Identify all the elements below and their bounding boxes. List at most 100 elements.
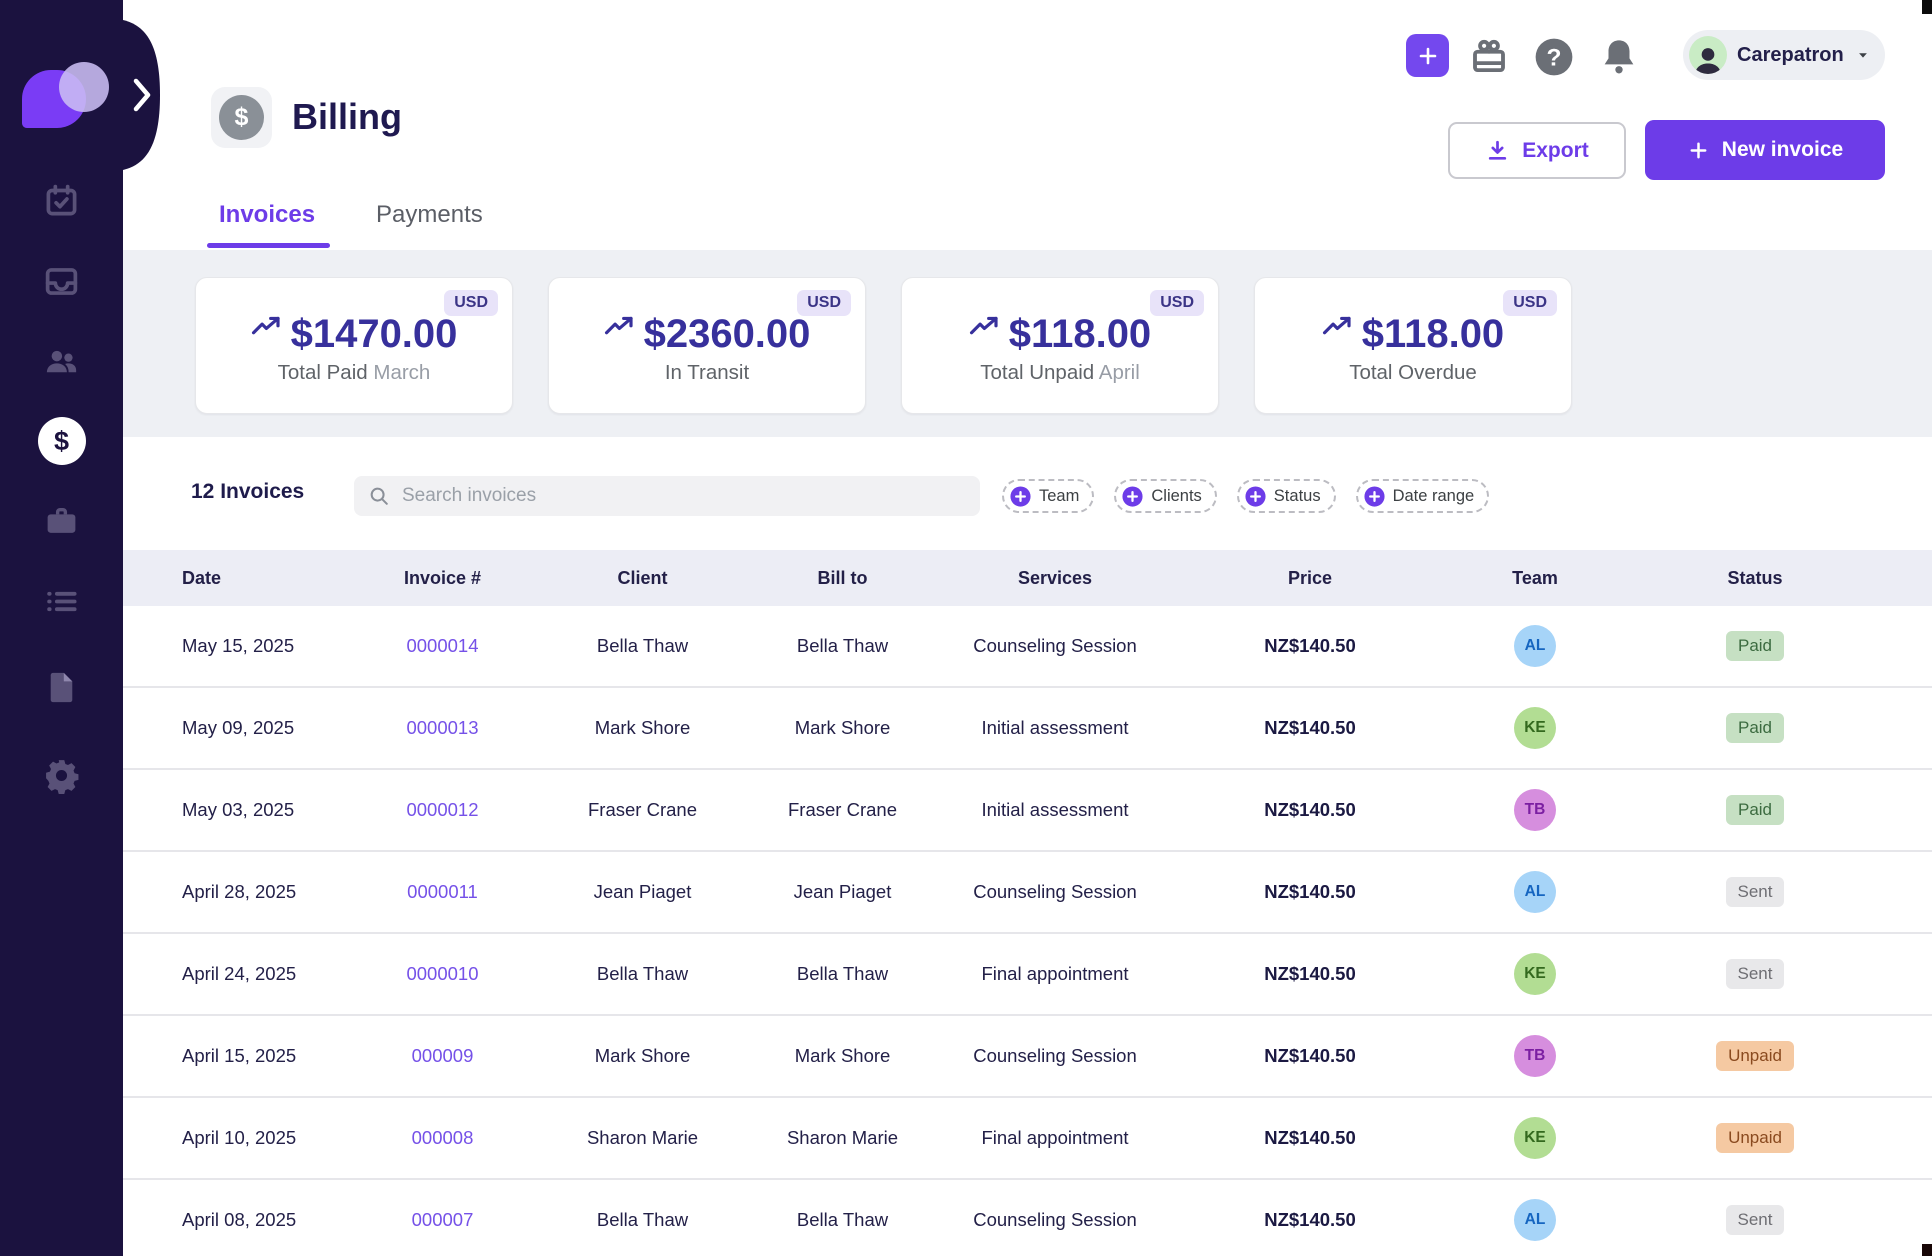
summary-card-3: USD $118.00 Total Unpaid April [901, 277, 1219, 414]
date-cell: April 15, 2025 [182, 1045, 297, 1066]
chevron-down-icon [1855, 47, 1871, 63]
invoice-number-link[interactable]: 000007 [411, 1209, 474, 1230]
sidebar-item-calendar[interactable] [0, 182, 123, 219]
client-cell: Mark Shore [594, 1045, 691, 1066]
sidebar-item-inbox[interactable] [0, 263, 123, 300]
plus-icon [1687, 139, 1710, 162]
bill-to-cell: Jean Piaget [793, 881, 892, 902]
sidebar-item-lists[interactable] [0, 583, 123, 620]
trend-up-icon [1322, 315, 1354, 337]
date-cell: May 03, 2025 [182, 799, 295, 820]
date-cell: April 10, 2025 [182, 1127, 297, 1148]
filter-chip-label: Clients [1151, 486, 1202, 505]
list-icon [43, 583, 80, 620]
bill-to-cell: Bella Thaw [796, 635, 889, 656]
bill-to-cell: Sharon Marie [786, 1127, 899, 1148]
sidebar-item-services[interactable] [0, 502, 123, 539]
column-header-date: Date [182, 567, 222, 588]
status-badge: Unpaid [1716, 1123, 1794, 1153]
quick-add-button[interactable] [1406, 34, 1449, 77]
team-avatar: KE [1514, 953, 1556, 995]
page-title: Billing [292, 96, 402, 137]
tab-invoices[interactable]: Invoices [219, 201, 316, 228]
summary-card-2: USD $2360.00 In Transit [548, 277, 866, 414]
search-input[interactable] [400, 484, 966, 508]
status-badge: Paid [1725, 631, 1785, 661]
date-cell: April 28, 2025 [182, 881, 297, 902]
card-amount: $1470.00 [290, 312, 458, 356]
filter-chip-label: Team [1039, 486, 1080, 505]
chevron-right-icon [133, 78, 151, 112]
card-amount: $118.00 [1361, 312, 1505, 356]
account-menu[interactable]: Carepatron [1683, 30, 1885, 80]
filter-chip-clients[interactable]: Clients [1114, 479, 1217, 513]
search-icon [368, 485, 390, 507]
invoice-number-link[interactable]: 0000012 [406, 799, 479, 820]
gear-icon [43, 757, 80, 794]
invoice-row[interactable]: April 28, 2025 0000011 Jean Piaget Jean Pia… [123, 852, 1932, 934]
price-cell: NZ$140.50 [1264, 1209, 1356, 1230]
filter-chip-status[interactable]: Status [1236, 479, 1336, 513]
bill-to-cell: Bella Thaw [796, 1209, 889, 1230]
invoice-number-link[interactable]: 000008 [411, 1127, 474, 1148]
services-cell: Final appointment [981, 963, 1129, 984]
invoice-number-link[interactable]: 000009 [411, 1045, 474, 1066]
summary-card-1: USD $1470.00 Total Paid March [195, 277, 513, 414]
client-cell: Jean Piaget [593, 881, 692, 902]
services-cell: Initial assessment [981, 799, 1129, 820]
client-cell: Fraser Crane [588, 799, 697, 820]
team-avatar: KE [1514, 707, 1556, 749]
invoice-row[interactable]: April 15, 2025 000009 Mark Shore Mark Shore… [123, 1016, 1932, 1098]
avatar [1689, 36, 1727, 74]
invoice-row[interactable]: April 10, 2025 000008 Sharon Marie Sharon M… [123, 1098, 1932, 1180]
invoice-count: 12 Invoices [191, 480, 305, 503]
search-box [354, 476, 980, 516]
trend-up-icon [251, 315, 283, 337]
help-button[interactable]: ? [1533, 36, 1575, 78]
gifts-button[interactable] [1468, 36, 1510, 78]
account-name: Carepatron [1737, 43, 1844, 66]
sidebar-item-templates[interactable] [0, 669, 123, 706]
screen-corner-artifact [1922, 1244, 1932, 1256]
summary-card-4: USD $118.00 Total Overdue [1254, 277, 1572, 414]
invoice-row[interactable]: May 09, 2025 0000013 Mark Shore Mark Shore I… [123, 688, 1932, 770]
invoice-number-link[interactable]: 0000011 [407, 881, 478, 902]
card-amount: $118.00 [1008, 312, 1152, 356]
bill-to-cell: Mark Shore [794, 717, 891, 738]
svg-text:?: ? [1547, 44, 1562, 71]
summary-cards: USD $1470.00 Total Paid March USD $2360.00 In… [195, 277, 1572, 414]
sidebar-item-clients[interactable] [0, 343, 123, 380]
invoice-row[interactable]: May 03, 2025 0000012 Fraser Crane Fraser Cr… [123, 770, 1932, 852]
tab-payments[interactable]: Payments [376, 201, 483, 228]
services-cell: Counseling Session [973, 881, 1137, 902]
new-invoice-button[interactable]: New invoice [1645, 120, 1885, 180]
trend-up-icon [604, 315, 636, 337]
filter-chip-date-range[interactable]: Date range [1355, 479, 1490, 513]
status-badge: Paid [1725, 713, 1785, 743]
sidebar-item-billing[interactable]: $ [0, 417, 123, 465]
screen-corner-artifact [1922, 0, 1932, 14]
notifications-button[interactable] [1598, 36, 1640, 78]
invoice-row[interactable]: May 15, 2025 0000014 Bella Thaw Bella Thaw C… [123, 606, 1932, 688]
filter-chip-team[interactable]: Team [1002, 479, 1095, 513]
services-cell: Final appointment [981, 1127, 1129, 1148]
invoice-row[interactable]: April 24, 2025 0000010 Bella Thaw Bella Tha… [123, 934, 1932, 1016]
date-cell: May 15, 2025 [182, 635, 295, 656]
invoice-number-link[interactable]: 0000010 [406, 963, 479, 984]
invoice-number-link[interactable]: 0000014 [406, 635, 479, 656]
services-cell: Counseling Session [973, 1209, 1137, 1230]
export-button[interactable]: Export [1448, 122, 1626, 179]
sidebar-expand-button[interactable] [123, 20, 183, 170]
client-cell: Bella Thaw [596, 963, 689, 984]
tab-bar: Invoices Payments [219, 201, 483, 229]
invoice-number-link[interactable]: 0000013 [406, 717, 479, 738]
invoice-row[interactable]: April 08, 2025 000007 Bella Thaw Bella Thaw… [123, 1180, 1932, 1256]
column-header-price: Price [1287, 567, 1333, 588]
gift-icon [1468, 36, 1510, 78]
date-cell: April 24, 2025 [182, 963, 297, 984]
plus-icon [1416, 44, 1440, 68]
status-badge: Paid [1725, 795, 1785, 825]
sidebar-item-settings[interactable] [0, 757, 123, 794]
currency-badge: USD [1503, 290, 1557, 316]
